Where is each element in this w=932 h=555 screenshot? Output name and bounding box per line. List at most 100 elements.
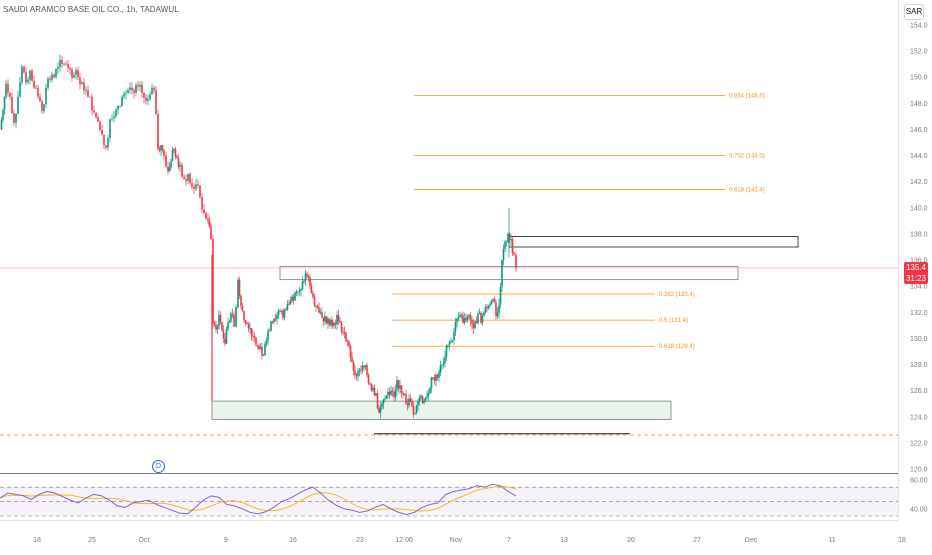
candle-body <box>457 316 460 319</box>
candle-body <box>9 92 11 97</box>
candle-body <box>450 341 452 343</box>
candle-body <box>345 333 347 342</box>
candle-body <box>273 318 275 323</box>
bar-countdown: 31:23 <box>905 274 927 283</box>
candle-body <box>83 82 85 91</box>
candle-body <box>478 312 481 314</box>
candle-body <box>294 292 296 301</box>
candle-body <box>109 119 111 138</box>
candle-body <box>414 412 416 414</box>
candle-body <box>7 83 9 93</box>
candle-body <box>417 401 419 406</box>
candle-body <box>498 304 500 313</box>
time-tick-label: 20 <box>627 537 635 544</box>
candle-body <box>300 288 302 291</box>
candle-body <box>348 341 350 347</box>
supply-zone <box>279 266 739 281</box>
candle-body <box>125 92 127 94</box>
candle-body <box>486 307 488 309</box>
candle-body <box>268 330 271 332</box>
candle-body <box>69 68 71 70</box>
candle-body <box>448 342 451 345</box>
candle-body <box>310 286 313 294</box>
candle-body <box>17 96 19 114</box>
candle-body <box>253 335 256 338</box>
candle-body <box>205 213 207 219</box>
candle-body <box>291 296 293 302</box>
candle-body <box>426 395 428 398</box>
candle-body <box>489 304 491 306</box>
candle-body <box>173 149 175 151</box>
candle-body <box>418 397 421 402</box>
candle-body <box>237 279 239 308</box>
fib-level-label: 0.618 (129.4) <box>659 344 695 350</box>
candle-body <box>393 392 395 398</box>
candle-body <box>507 233 509 242</box>
candle-body <box>77 70 79 78</box>
candle-body <box>432 377 434 379</box>
candle-body <box>316 305 319 308</box>
candle-body <box>406 403 409 406</box>
candle-body <box>415 405 418 413</box>
candle-body <box>35 87 37 89</box>
candle-body <box>318 307 320 313</box>
fib-level-label: 0.618 (141.4) <box>729 188 765 194</box>
candle-body <box>139 84 141 87</box>
price-tick-label: 120.0 <box>910 467 928 474</box>
candle-body <box>369 383 371 385</box>
candle-body <box>379 407 382 413</box>
candle-body <box>153 87 155 91</box>
currency-button[interactable]: SAR <box>904 4 924 20</box>
dividend-marker-icon[interactable]: D <box>152 460 165 473</box>
candle-body <box>161 145 164 151</box>
candle-body <box>378 407 380 413</box>
candle-body <box>55 69 57 78</box>
candle-body <box>29 70 31 80</box>
candle-body <box>465 318 467 321</box>
candle-body <box>505 241 508 242</box>
candle-body <box>477 313 479 324</box>
candle-body <box>215 324 217 330</box>
candle-body <box>222 330 225 339</box>
candle-body <box>424 397 427 402</box>
candle-body <box>219 314 222 323</box>
price-tick-label: 122.0 <box>910 440 928 447</box>
candle-body <box>438 372 440 378</box>
candle-body <box>157 113 159 150</box>
candle-body <box>59 59 61 67</box>
candle-body <box>15 113 17 123</box>
candle-body <box>513 252 515 255</box>
candle-body <box>285 309 287 311</box>
candle-body <box>453 331 455 341</box>
candle-body <box>391 390 394 393</box>
candle-body <box>433 377 436 381</box>
candle-body <box>427 393 430 396</box>
time-tick-label: 27 <box>693 537 701 544</box>
candle-body <box>267 330 269 340</box>
candle-body <box>496 312 499 317</box>
candle-body <box>233 314 235 327</box>
fib-level-label: 0.702 (144.0) <box>729 154 765 160</box>
candle-body <box>367 374 370 384</box>
candle-body <box>85 90 87 92</box>
candle-body <box>11 96 13 113</box>
candle-body <box>197 184 199 186</box>
candle-body <box>462 314 464 323</box>
candle-body <box>481 316 484 323</box>
price-tick-label: 138.0 <box>910 231 928 238</box>
candle-body <box>105 145 107 148</box>
candle-body <box>357 371 359 377</box>
candle-body <box>447 344 449 346</box>
candle-body <box>13 112 15 123</box>
candle-body <box>312 293 314 297</box>
candle-body <box>475 321 478 324</box>
price-tick-label: 126.0 <box>910 388 928 395</box>
candle-body <box>390 390 392 395</box>
last-price-tag: 135.4 31:23 <box>904 262 928 284</box>
candle-body <box>474 321 476 329</box>
price-tick-label: 128.0 <box>910 362 928 369</box>
time-tick-label: 18 <box>33 537 41 544</box>
candle-body <box>117 105 119 110</box>
